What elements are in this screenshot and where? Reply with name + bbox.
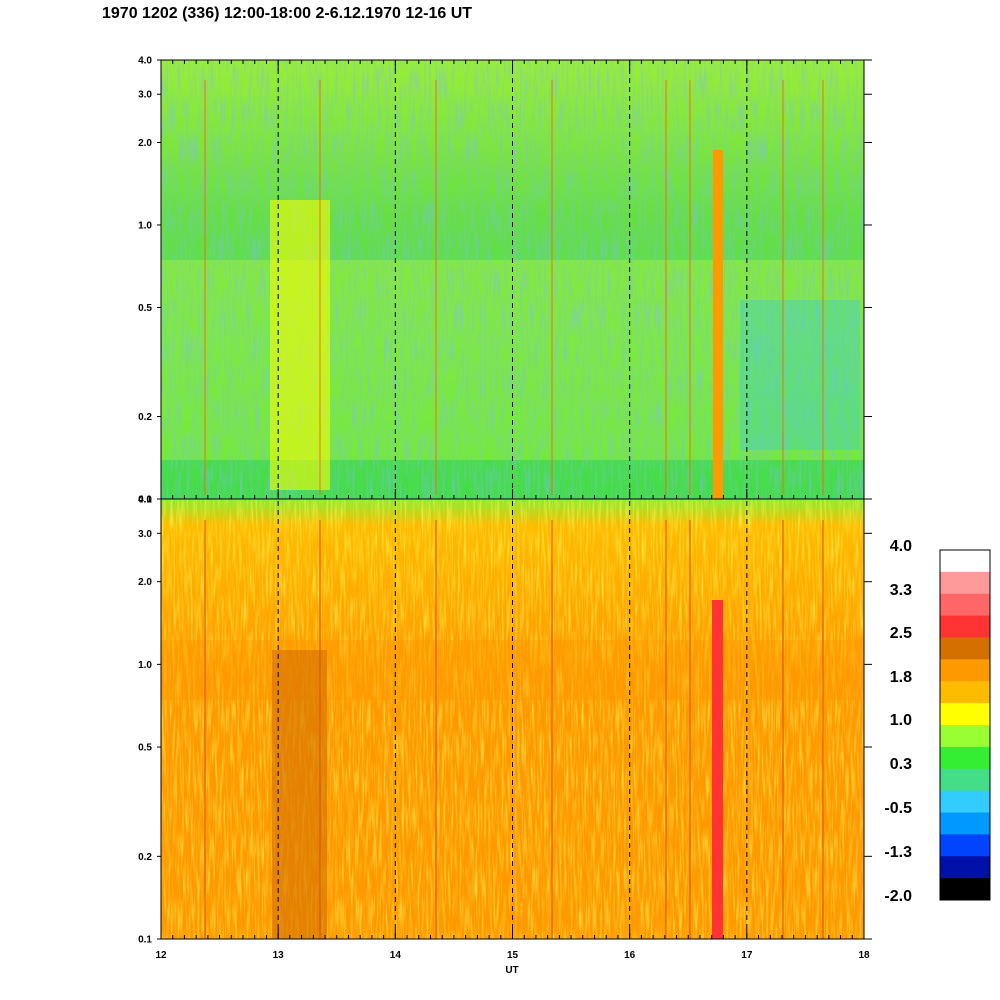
x-tick-label: 14 <box>390 950 402 961</box>
y-tick-label: 1.0 <box>138 660 152 671</box>
y-tick-label: 4.0 <box>138 495 152 506</box>
y-tick-label: 0.2 <box>138 852 152 863</box>
y-tick-label: 0.2 <box>138 412 152 423</box>
colorbar-swatch <box>940 878 990 901</box>
hour-dashed-lines <box>277 60 748 939</box>
colorbar: 4.0 3.3 2.5 1.8 1.0 0.3 -0.5 -1.3 -2.0 <box>884 538 991 905</box>
colorbar-swatch <box>940 768 990 792</box>
axes: 0.10.20.51.02.03.04.00.10.20.51.02.03.04… <box>138 56 872 961</box>
colorbar-swatch <box>940 637 990 660</box>
colorbar-tick-label: -1.3 <box>884 844 912 861</box>
x-tick-label: 16 <box>624 950 636 961</box>
colorbar-swatch <box>940 659 990 682</box>
y-tick-label: 1.0 <box>138 220 152 231</box>
colorbar-tick-label: 4.0 <box>890 538 912 555</box>
colorbar-swatch <box>940 550 990 573</box>
colorbar-swatch <box>940 571 990 595</box>
colorbar-tick-label: 3.3 <box>890 582 912 599</box>
colorbar-swatch <box>940 615 990 638</box>
x-tick-label: 13 <box>273 950 285 961</box>
colorbar-swatch <box>940 856 990 879</box>
upper-panel-dark-region <box>740 300 860 450</box>
colorbar-tick-label: 0.3 <box>890 756 912 773</box>
colorbar-swatch <box>940 725 990 748</box>
colorbar-tick-label: 1.8 <box>890 669 912 686</box>
y-tick-label: 3.0 <box>138 90 152 101</box>
lower-panel-streak <box>712 600 723 939</box>
colorbar-tick-label: -0.5 <box>884 800 912 817</box>
colorbar-swatch <box>940 834 990 857</box>
upper-panel-bright-13ut <box>270 200 330 490</box>
colorbar-swatch <box>940 746 990 770</box>
colorbar-swatch <box>940 593 990 617</box>
y-tick-label: 3.0 <box>138 529 152 540</box>
y-tick-label: 0.1 <box>138 495 152 506</box>
y-tick-label: 0.1 <box>138 935 152 946</box>
y-tick-label: 4.0 <box>138 56 152 67</box>
x-tick-label: 18 <box>858 950 870 961</box>
colorbar-tick-label: -2.0 <box>884 888 912 905</box>
lower-panel-dark-13ut <box>272 650 327 939</box>
colorbar-frame <box>939 549 991 901</box>
colorbar-swatch <box>940 703 990 726</box>
upper-panel-streak <box>713 150 723 499</box>
x-tick-label: 15 <box>507 950 519 961</box>
y-tick-label: 0.5 <box>138 303 152 314</box>
colorbar-tick-label: 1.0 <box>890 712 912 729</box>
vertical-streaks <box>204 80 824 939</box>
x-axis-label: UT <box>505 965 518 976</box>
x-tick-label: 12 <box>155 950 167 961</box>
y-tick-label: 2.0 <box>138 138 152 149</box>
colorbar-tick-label: 2.5 <box>890 625 912 642</box>
y-tick-label: 0.5 <box>138 743 152 754</box>
chart-title: 1970 1202 (336) 12:00-18:00 2-6.12.1970 … <box>102 5 473 22</box>
y-tick-label: 2.0 <box>138 577 152 588</box>
colorbar-swatch <box>940 812 990 835</box>
colorbar-swatch <box>940 790 990 813</box>
x-tick-label: 17 <box>741 950 753 961</box>
colorbar-swatch <box>940 681 990 704</box>
